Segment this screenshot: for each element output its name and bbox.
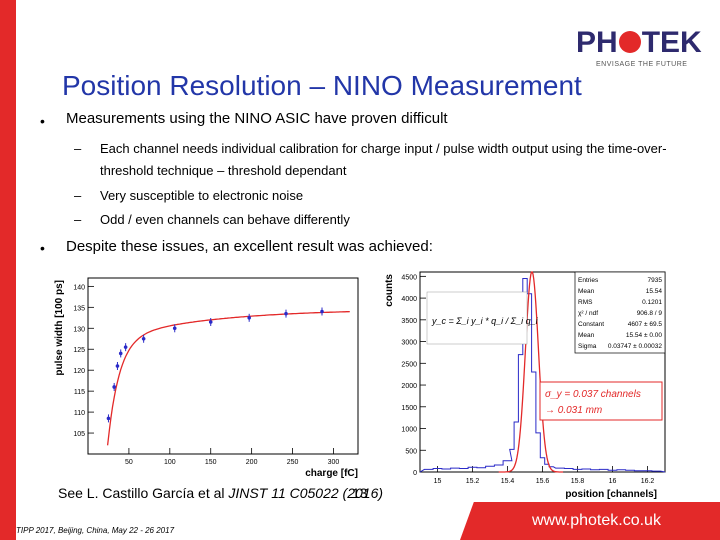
x-tick-label: 15.6 <box>536 478 550 485</box>
stats-label: Mean <box>578 288 595 295</box>
y-tick-label: 120 <box>73 368 85 375</box>
x-tick-label: 300 <box>328 459 340 466</box>
data-point <box>208 320 213 324</box>
data-point <box>141 336 146 341</box>
sub-bullet-text-1-cont: threshold technique – threshold dependan… <box>100 163 347 178</box>
data-point <box>112 385 116 389</box>
data-point <box>118 351 123 356</box>
x-tick-label: 250 <box>287 459 299 466</box>
y-axis-label: pulse width [100 ps] <box>54 280 65 376</box>
stats-label: Constant <box>578 321 604 328</box>
stats-label: χ² / ndf <box>578 310 598 317</box>
gaussian-fit <box>498 271 564 473</box>
sub-bullet-dash: – <box>74 188 82 203</box>
stats-value: 0.03747 ± 0.00032 <box>608 343 663 350</box>
y-axis-label: counts <box>384 274 395 307</box>
sub-bullet-text-2: Very susceptible to electronic noise <box>100 188 304 203</box>
data-point <box>320 309 324 314</box>
formula-box <box>426 291 528 345</box>
fit-curve <box>106 310 350 446</box>
y-tick-label: 1500 <box>401 405 417 412</box>
sub-bullet-text-1: Each channel needs individual calibratio… <box>100 141 667 156</box>
stats-label: Mean <box>578 332 595 339</box>
y-tick-label: 135 <box>73 305 85 312</box>
sigma-annotation-line1: σ_y = 0.037 channels <box>545 389 641 400</box>
stats-value: 15.54 <box>646 288 663 295</box>
y-tick-label: 2000 <box>401 383 417 390</box>
bullet-text-1: Measurements using the NINO ASIC have pr… <box>66 110 448 127</box>
y-tick-label: 3500 <box>401 318 417 325</box>
bullet-marker: • <box>40 113 45 129</box>
logo-wordmark: PH TEK <box>576 26 702 59</box>
x-axis-label: charge [fC] <box>305 468 358 479</box>
stats-value: 0.1201 <box>642 299 662 306</box>
data-point <box>115 364 120 368</box>
y-tick-label: 105 <box>73 431 85 438</box>
sub-bullet-dash: – <box>74 141 82 156</box>
calibration-chart: 105 110 115 120 125 130 135 140 50 100 150 200 250 30… <box>54 277 359 479</box>
data-point <box>172 326 177 331</box>
x-tick-label: 16 <box>609 478 617 485</box>
logo-tagline: ENVISAGE THE FUTURE <box>596 61 688 68</box>
histogram-bars <box>419 278 666 473</box>
y-tick-label: 3000 <box>401 340 417 347</box>
data-point <box>123 345 128 349</box>
y-tick-label: 1000 <box>401 427 417 434</box>
x-tick-label: 15.8 <box>571 478 585 485</box>
stats-label: Entries <box>578 277 599 284</box>
stats-value: 7935 <box>648 277 663 284</box>
x-tick-label: 16.2 <box>641 478 655 485</box>
x-tick-label: 15.4 <box>501 478 515 485</box>
plot-frame <box>87 277 359 455</box>
y-tick-label: 0 <box>413 470 417 477</box>
y-tick-label: 140 <box>73 284 85 291</box>
sigma-annotation-line2: → 0.031 mm <box>545 405 602 416</box>
y-tick-label: 115 <box>74 389 85 396</box>
formula-text: y_c = Σ_i y_i * q_i / Σ_i q_i <box>431 316 539 326</box>
footer-conference: TIPP 2017, Beijing, China, May 22 - 26 2… <box>16 526 175 535</box>
y-tick-label: 4500 <box>401 274 417 281</box>
data-point <box>284 311 288 316</box>
x-tick-label: 100 <box>164 459 176 466</box>
photek-logo: PH TEK ENVISAGE THE FUTURE <box>566 24 706 74</box>
stats-value: 4607 ± 69.5 <box>628 321 663 328</box>
bullet-marker: • <box>40 240 45 256</box>
y-tick-label: 2500 <box>401 361 417 368</box>
position-histogram: 0 500 1000 1500 2000 2500 3000 3500 4000 4500 15 15… <box>384 271 666 500</box>
y-tick-label: 110 <box>74 410 85 417</box>
x-axis-label: position [channels] <box>565 489 657 500</box>
page-number: 13 <box>352 485 368 501</box>
y-tick-label: 500 <box>405 448 417 455</box>
sigma-annotation-box <box>539 381 663 421</box>
x-tick-label: 15.2 <box>466 478 480 485</box>
reference-text: See L. Castillo García et al JINST 11 C0… <box>58 485 384 501</box>
x-tick-label: 200 <box>246 459 258 466</box>
y-tick-label: 125 <box>73 347 85 354</box>
x-tick-label: 50 <box>125 459 133 466</box>
sub-bullet-text-3: Odd / even channels can behave different… <box>100 212 350 227</box>
x-tick-label: 15 <box>434 478 442 485</box>
bullet-text-2: Despite these issues, an excellent resul… <box>66 238 433 255</box>
stats-value: 906.8 / 9 <box>637 310 663 317</box>
left-accent-bar <box>0 0 16 540</box>
data-point <box>106 416 111 421</box>
stats-label: Sigma <box>578 343 597 350</box>
stats-value: 15.54 ± 0.00 <box>626 332 662 339</box>
sub-bullet-dash: – <box>74 212 82 227</box>
footer-url[interactable]: www.photek.co.uk <box>532 512 661 529</box>
data-point <box>247 316 251 320</box>
stats-box <box>574 271 666 354</box>
y-tick-label: 130 <box>73 326 85 333</box>
y-tick-label: 4000 <box>401 296 417 303</box>
stats-label: RMS <box>578 299 593 306</box>
slide-title: Position Resolution – NINO Measurement <box>62 70 582 101</box>
x-tick-label: 150 <box>205 459 217 466</box>
